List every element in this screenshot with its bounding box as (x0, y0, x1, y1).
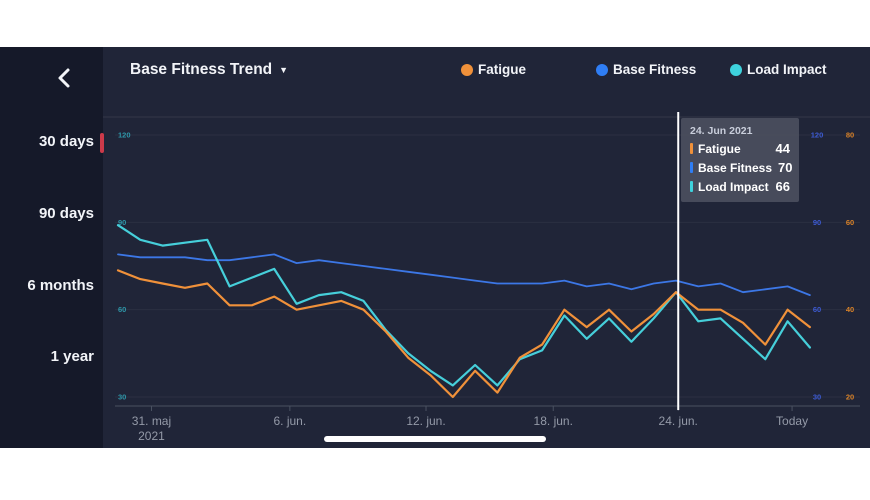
tooltip-row-load-impact: Load Impact 66 (690, 179, 790, 194)
right-axis-tick-label: 90 (813, 218, 821, 227)
right-axis-tick-label: 60 (813, 305, 821, 314)
series-line-base-fitness (117, 253, 811, 297)
sidebar-item-30-days[interactable]: 30 days (38, 133, 94, 150)
time-range-sidebar: 30 days 90 days 6 months 1 year (0, 47, 103, 448)
sidebar-item-90-days[interactable]: 90 days (38, 205, 94, 222)
left-axis-tick-label: 120 (118, 131, 131, 140)
x-axis-tick-label: 31. maj (132, 414, 171, 428)
chart-title-dropdown[interactable]: Base Fitness Trend ▼ (130, 61, 288, 79)
fatigue-axis-tick-label: 20 (846, 393, 854, 402)
chart-panel: Base Fitness Trend ▼ Fatigue Base Fitnes… (103, 47, 870, 448)
left-axis-tick-label: 90 (118, 218, 126, 227)
fatigue-marker-icon (690, 143, 693, 154)
tooltip-row-base-fitness: Base Fitness 70 (690, 160, 793, 175)
selected-range-indicator (100, 133, 104, 153)
left-axis-tick-label: 60 (118, 305, 126, 314)
x-axis-tick-label: 24. jun. (659, 414, 698, 428)
home-indicator-handle[interactable] (324, 436, 546, 442)
x-axis-tick-sublabel: 2021 (138, 429, 165, 443)
x-axis-tick-label: Today (776, 414, 808, 428)
base-fitness-marker-icon (690, 162, 693, 173)
fatigue-legend-dot-icon (461, 63, 473, 76)
right-axis-tick-label: 120 (811, 131, 824, 140)
legend-label: Base Fitness (613, 62, 697, 77)
fitness-app-window: 30 days 90 days 6 months 1 year Base Fit… (0, 47, 870, 448)
load-impact-marker-icon (690, 181, 693, 192)
tooltip-value: 70 (778, 160, 793, 175)
legend-item-fatigue[interactable]: Fatigue (461, 62, 526, 77)
fatigue-axis-tick-label: 80 (846, 131, 854, 140)
legend-item-base-fitness[interactable]: Base Fitness (596, 62, 696, 77)
x-axis-tick-label: 6. jun. (274, 414, 307, 428)
sidebar-item-1-year[interactable]: 1 year (50, 348, 94, 365)
load-impact-legend-dot-icon (730, 63, 742, 76)
series-line-fatigue (116, 269, 812, 399)
left-axis-tick-label: 30 (118, 393, 126, 402)
x-axis-tick-label: 12. jun. (406, 414, 445, 428)
chevron-down-icon: ▼ (279, 65, 289, 75)
legend-label: Load Impact (747, 62, 827, 77)
base-fitness-legend-dot-icon (596, 63, 608, 76)
legend-label: Fatigue (478, 62, 527, 77)
tooltip-date: 24. Jun 2021 (690, 125, 753, 137)
fatigue-axis-tick-label: 40 (846, 305, 854, 314)
right-axis-tick-label: 30 (813, 393, 821, 402)
chart-tooltip: 24. Jun 2021 Fatigue 44 Base Fitness 70 … (681, 118, 799, 202)
back-button[interactable] (51, 64, 79, 92)
x-axis-tick-label: 18. jun. (534, 414, 573, 428)
fatigue-axis-tick-label: 60 (846, 218, 854, 227)
series-line-load-impact (116, 224, 812, 387)
sidebar-item-6-months[interactable]: 6 months (27, 277, 94, 294)
legend-item-load-impact[interactable]: Load Impact (730, 62, 827, 77)
page-title: Base Fitness Trend (130, 61, 273, 78)
chevron-left-icon (51, 68, 79, 96)
tooltip-row-fatigue: Fatigue 44 (690, 141, 790, 156)
tooltip-value: 44 (775, 141, 790, 156)
